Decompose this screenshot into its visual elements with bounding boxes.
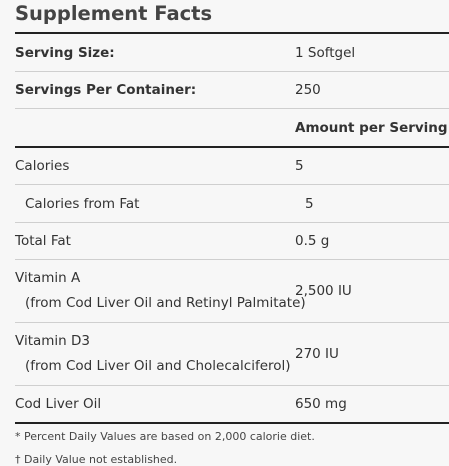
nutrient-amount: 270 IU <box>295 346 339 362</box>
footnote-daily-values: * Percent Daily Values are based on 2,00… <box>15 430 315 443</box>
table-bottom-divider <box>15 422 449 424</box>
nutrient-amount: 5 <box>305 195 314 212</box>
nutrient-name: Cod Liver Oil <box>15 396 102 412</box>
supplement-facts-panel: Supplement Facts Serving Size: 1 Softgel… <box>15 0 449 466</box>
nutrient-amount: 2,500 IU <box>295 283 352 299</box>
nutrient-amount: 5 <box>295 158 304 174</box>
row-divider <box>15 322 449 323</box>
footnote-not-established: † Daily Value not established. <box>15 453 178 466</box>
row-divider <box>15 259 449 260</box>
nutrient-amount: 650 mg <box>295 396 347 412</box>
nutrient-amount: 0.5 g <box>295 233 330 249</box>
nutrient-name: Calories <box>15 158 70 174</box>
header-divider <box>15 146 449 148</box>
row-divider <box>15 184 449 185</box>
title-divider <box>15 32 449 34</box>
row-divider <box>15 108 449 109</box>
panel-title: Supplement Facts <box>15 2 213 25</box>
row-divider <box>15 385 449 386</box>
nutrient-row-cod-liver-oil: Cod Liver Oil 650 mg <box>15 386 449 422</box>
nutrient-name: Total Fat <box>15 233 71 249</box>
nutrient-label-group: Vitamin D3 (from Cod Liver Oil and Chole… <box>15 329 295 379</box>
nutrient-label-group: Vitamin A (from Cod Liver Oil and Retiny… <box>15 266 306 316</box>
nutrient-name: Vitamin A <box>15 270 81 286</box>
nutrient-source: (from Cod Liver Oil and Retinyl Palmitat… <box>25 295 306 311</box>
amount-per-serving-header: Amount per Serving <box>295 119 448 136</box>
nutrient-row-vitamin-a: Vitamin A (from Cod Liver Oil and Retiny… <box>15 260 449 322</box>
nutrient-row-calories-from-fat: Calories from Fat 5 <box>15 185 449 222</box>
row-divider <box>15 222 449 223</box>
nutrient-name: Calories from Fat <box>25 195 140 212</box>
servings-per-container-row: Servings Per Container: 250 <box>15 72 449 108</box>
row-divider <box>15 71 449 72</box>
nutrient-row-total-fat: Total Fat 0.5 g <box>15 223 449 259</box>
serving-size-row: Serving Size: 1 Softgel <box>15 34 449 71</box>
servings-per-container-value: 250 <box>295 82 321 98</box>
servings-per-container-label: Servings Per Container: <box>15 82 197 98</box>
serving-size-label: Serving Size: <box>15 44 115 61</box>
nutrient-row-vitamin-d3: Vitamin D3 (from Cod Liver Oil and Chole… <box>15 323 449 385</box>
nutrient-row-calories: Calories 5 <box>15 148 449 184</box>
serving-size-value: 1 Softgel <box>295 44 356 61</box>
nutrient-name: Vitamin D3 <box>15 333 90 349</box>
nutrient-source: (from Cod Liver Oil and Cholecalciferol) <box>25 358 291 374</box>
